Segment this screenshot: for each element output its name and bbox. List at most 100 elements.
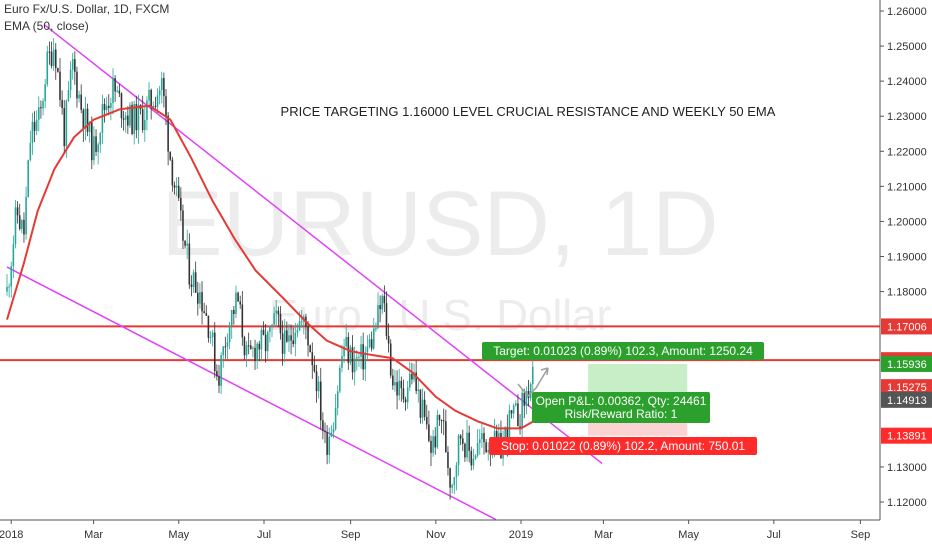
candle <box>457 434 460 476</box>
candle <box>309 344 311 353</box>
candle-body <box>256 343 258 361</box>
candle-body <box>48 51 51 53</box>
candle <box>266 330 269 360</box>
candle <box>146 96 148 131</box>
candle <box>107 94 110 116</box>
candle <box>27 159 29 198</box>
candle-body <box>52 49 55 66</box>
candle <box>192 269 195 293</box>
candle-body <box>129 104 131 126</box>
candle <box>211 329 214 347</box>
candle <box>279 306 282 340</box>
candle-body <box>375 328 377 330</box>
price-tick-label: 1.12000 <box>887 497 927 509</box>
candle-body <box>95 136 97 152</box>
candle-body <box>8 286 10 288</box>
channel-lines <box>6 24 603 521</box>
candle <box>180 187 182 221</box>
candle-body <box>23 219 25 235</box>
candle-body <box>290 335 292 341</box>
candle <box>436 409 439 449</box>
candle-body <box>404 399 407 403</box>
candle-body <box>309 345 311 353</box>
candle <box>230 309 233 339</box>
price-tick-label: 1.24000 <box>887 76 927 88</box>
candle <box>137 94 140 144</box>
candle <box>470 446 473 471</box>
candle-body <box>144 120 146 131</box>
candle-body <box>69 69 72 90</box>
candle-body <box>137 104 140 131</box>
time-tick-label: Sep <box>341 529 361 541</box>
candle <box>381 293 384 314</box>
candle-body <box>286 330 288 342</box>
price-badge-label: 1.14913 <box>887 395 927 407</box>
candle-body <box>46 51 49 85</box>
candle <box>175 177 178 197</box>
candle-body <box>197 292 199 304</box>
candle <box>432 429 434 457</box>
candle <box>313 355 316 373</box>
candle <box>80 84 82 114</box>
candle-body <box>409 373 411 388</box>
candle-body <box>466 432 468 458</box>
candle-body <box>356 357 358 359</box>
candle-body <box>332 429 335 433</box>
candle-body <box>78 94 80 99</box>
candle-body <box>495 431 498 440</box>
candle-body <box>262 329 265 335</box>
candle-body <box>436 414 439 448</box>
candle-body <box>336 391 339 408</box>
candle <box>76 66 78 108</box>
candle <box>283 319 286 363</box>
candle <box>245 341 248 368</box>
candle <box>300 309 303 328</box>
candle-body <box>59 71 61 100</box>
price-tick-label: 1.13000 <box>887 462 927 474</box>
candle-body <box>175 185 178 188</box>
candle <box>419 389 422 424</box>
candle-body <box>525 391 528 406</box>
candle <box>63 99 66 153</box>
candle <box>243 335 246 360</box>
candle-body <box>487 449 490 453</box>
candle <box>519 414 521 435</box>
candle <box>315 364 318 403</box>
candle <box>330 425 333 438</box>
candle <box>213 322 216 378</box>
candle <box>269 325 271 343</box>
position-tool[interactable]: Target: 0.01023 (0.89%) 102.3, Amount: 1… <box>482 342 764 455</box>
candle <box>216 364 218 381</box>
candle-body <box>194 272 197 293</box>
candle <box>326 425 328 465</box>
stop-label: Stop: 0.01022 (0.89%) 102.2, Amount: 750… <box>489 437 757 455</box>
time-tick-label: Mar <box>594 529 613 541</box>
candle-body <box>485 442 487 453</box>
candle-body <box>105 105 108 111</box>
candle <box>451 483 453 494</box>
candle-body <box>209 337 212 339</box>
candle-body <box>44 84 46 102</box>
time-tick-label: 2019 <box>509 529 533 541</box>
candle-body <box>230 310 233 326</box>
candle-body <box>50 51 53 66</box>
candle-body <box>184 240 186 246</box>
candle-body <box>190 284 193 288</box>
candle-body <box>16 207 19 216</box>
candle-body <box>307 326 309 346</box>
time-tick-label: Jul <box>767 529 781 541</box>
candle-body <box>517 403 519 427</box>
candle-body <box>459 435 462 439</box>
candle <box>131 101 133 136</box>
candle <box>485 439 487 454</box>
candle-body <box>315 371 318 392</box>
candle <box>40 100 42 119</box>
candle-body <box>101 104 104 134</box>
candle <box>201 281 203 325</box>
candle-body <box>438 414 441 421</box>
candle <box>423 391 426 421</box>
candle <box>250 340 252 350</box>
target-label: Target: 0.01023 (0.89%) 102.3, Amount: 1… <box>482 342 764 360</box>
candle-body <box>457 435 460 466</box>
